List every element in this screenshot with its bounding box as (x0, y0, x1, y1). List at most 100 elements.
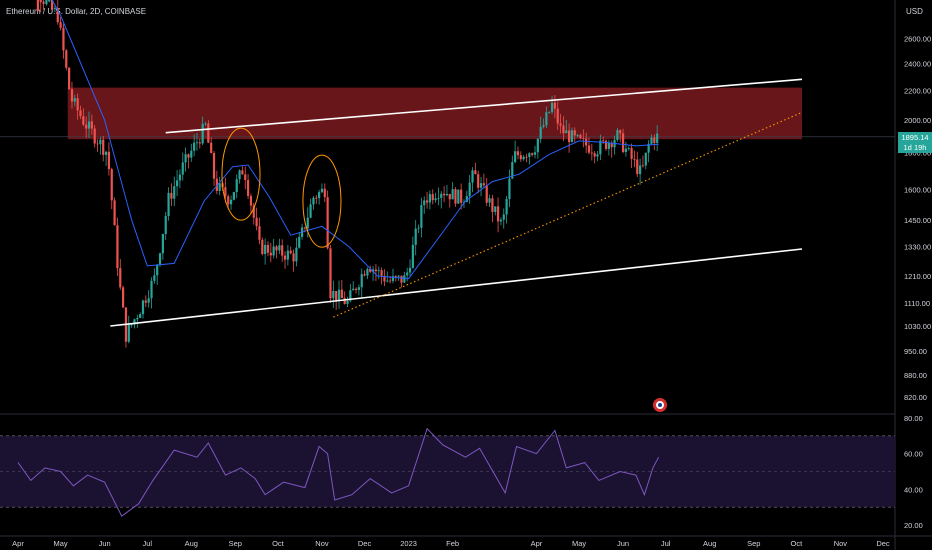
rsi-tick-label: 60.00 (904, 450, 923, 459)
candle-body (116, 225, 119, 269)
candle-body (119, 268, 122, 288)
dotted-support-line (333, 111, 803, 318)
candle-body (340, 289, 343, 299)
candle-body (161, 233, 164, 254)
candle-body (269, 252, 272, 256)
candle-body (550, 102, 554, 112)
candle-body (573, 130, 576, 136)
candle-body (443, 193, 446, 196)
candle-body (298, 236, 301, 248)
candle-body (599, 140, 602, 155)
time-tick-label: Apr (531, 539, 543, 548)
candle-body (249, 195, 253, 206)
candle-body (150, 280, 153, 299)
time-tick-label: Aug (703, 539, 716, 548)
time-tick-label: Jun (617, 539, 629, 548)
candle-body (153, 275, 156, 281)
candle-body (244, 174, 247, 180)
candle-body (633, 158, 636, 160)
candle-body (82, 116, 85, 125)
candle-body (414, 228, 417, 245)
candle-body (477, 174, 480, 188)
candle-body (482, 183, 485, 186)
candle-body (369, 269, 372, 272)
candle-body (568, 130, 571, 143)
price-tick-label: 1110.00 (904, 299, 930, 308)
candle-body (326, 197, 329, 249)
price-tick-label: 2400.00 (904, 59, 931, 68)
candle-body (457, 189, 460, 204)
candle-body (411, 244, 414, 268)
candle-body (198, 142, 201, 144)
candle-body (519, 155, 522, 160)
candle-body (579, 135, 582, 139)
candle-body (576, 135, 579, 136)
candle-body (133, 319, 136, 325)
time-tick-label: Apr (12, 539, 24, 548)
price-tick-label: 1330.00 (904, 243, 931, 252)
candle-body (158, 253, 162, 265)
candle-body (488, 198, 491, 203)
candle-body (264, 244, 267, 254)
candle-body (329, 248, 332, 299)
candle-body (371, 269, 375, 272)
price-tick-label: 820.00 (904, 393, 927, 402)
earnings-event-icon[interactable] (653, 398, 667, 412)
candle-body (539, 126, 542, 139)
candle-body (68, 67, 71, 90)
candle-body (619, 130, 622, 134)
rsi-tick-label: 40.00 (904, 485, 923, 494)
candle-body (400, 275, 403, 283)
candle-body (553, 102, 556, 109)
candle-body (193, 142, 196, 151)
candle-body (315, 197, 318, 199)
candle-body (562, 125, 565, 134)
time-tick-label: Aug (185, 539, 198, 548)
candle-body (349, 290, 352, 301)
candle-body (423, 200, 426, 206)
candle-body (104, 151, 108, 155)
candle-body (289, 250, 292, 254)
candle-body (99, 139, 102, 145)
candle-body (496, 206, 500, 222)
candle-body (559, 123, 562, 126)
candle-body (505, 199, 508, 215)
candle-body (93, 128, 96, 144)
candle-body (354, 288, 358, 290)
candle-body (79, 110, 82, 117)
highlight-ellipse-1 (221, 127, 261, 221)
candle-body (212, 153, 216, 179)
lower-trendline (110, 248, 803, 327)
candle-body (522, 156, 525, 160)
candle-body (167, 192, 170, 216)
candle-body (570, 130, 574, 143)
candle-body (292, 253, 295, 262)
time-tick-label: Dec (358, 539, 372, 548)
candle-body (565, 130, 568, 134)
candle-body (215, 178, 218, 191)
candle-body (491, 198, 494, 212)
candle-body (596, 154, 599, 157)
highlight-ellipse-2 (302, 154, 342, 248)
candle-body (593, 153, 596, 157)
candle-body (647, 143, 650, 153)
candle-body (585, 138, 588, 146)
candle-body (252, 205, 255, 218)
candle-body (448, 193, 451, 200)
candle-body (50, 0, 54, 11)
time-tick-label: Sep (747, 539, 760, 548)
candle-body (389, 280, 392, 282)
candle-body (587, 145, 591, 153)
candle-body (386, 280, 389, 282)
candle-body (272, 246, 275, 256)
candle-body (204, 123, 207, 125)
candle-body (181, 162, 184, 175)
candle-body (76, 98, 79, 111)
candle-body (406, 272, 409, 276)
candle-body (139, 314, 142, 318)
time-tick-label: Nov (834, 539, 848, 548)
candle-body (420, 205, 423, 228)
candle-body (602, 140, 605, 142)
candle-body (604, 140, 608, 149)
